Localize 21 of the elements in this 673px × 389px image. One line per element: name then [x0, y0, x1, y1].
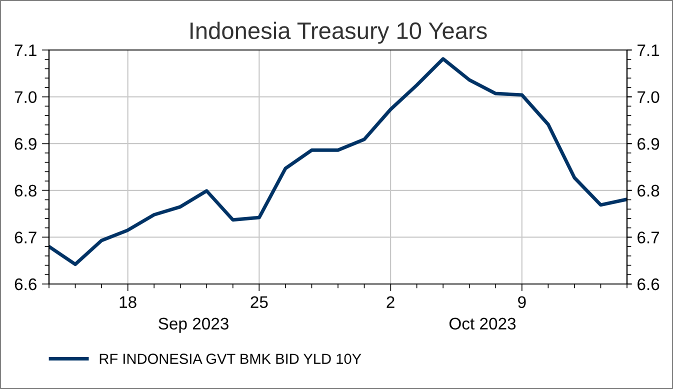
y2-tick-label: 6.7	[638, 232, 660, 244]
y-tick-label: 6.7	[14, 232, 36, 244]
text: Sep 2023	[158, 318, 228, 333]
y2-tick-label: 7.0	[638, 91, 660, 104]
x-tick-label: 9	[518, 296, 526, 308]
y-tick-label: 7.1	[14, 44, 36, 56]
y2-tick-label: 7.1	[638, 44, 660, 56]
chart-title: Indonesia Treasury 10 Years	[190, 22, 487, 44]
y2-tick-label: 6.8	[638, 184, 660, 197]
line-series	[49, 57, 627, 266]
text: Oct 2023	[449, 318, 516, 330]
x-tick-label: 2	[386, 296, 394, 308]
x-tick-label: 18	[120, 296, 136, 308]
legend-label: RF INDONESIA GVT BMK BID YLD 10Y	[100, 354, 362, 364]
y2-tick-label: 6.9	[638, 138, 660, 150]
y-tick-label: 6.8	[14, 184, 36, 197]
y2-tick-label: 6.6	[638, 278, 660, 290]
y-tick-label: 6.6	[14, 278, 36, 290]
y-tick-label: 7.0	[14, 91, 37, 104]
x-tick-label: 25	[250, 296, 268, 308]
y-tick-label: 6.9	[14, 138, 36, 150]
